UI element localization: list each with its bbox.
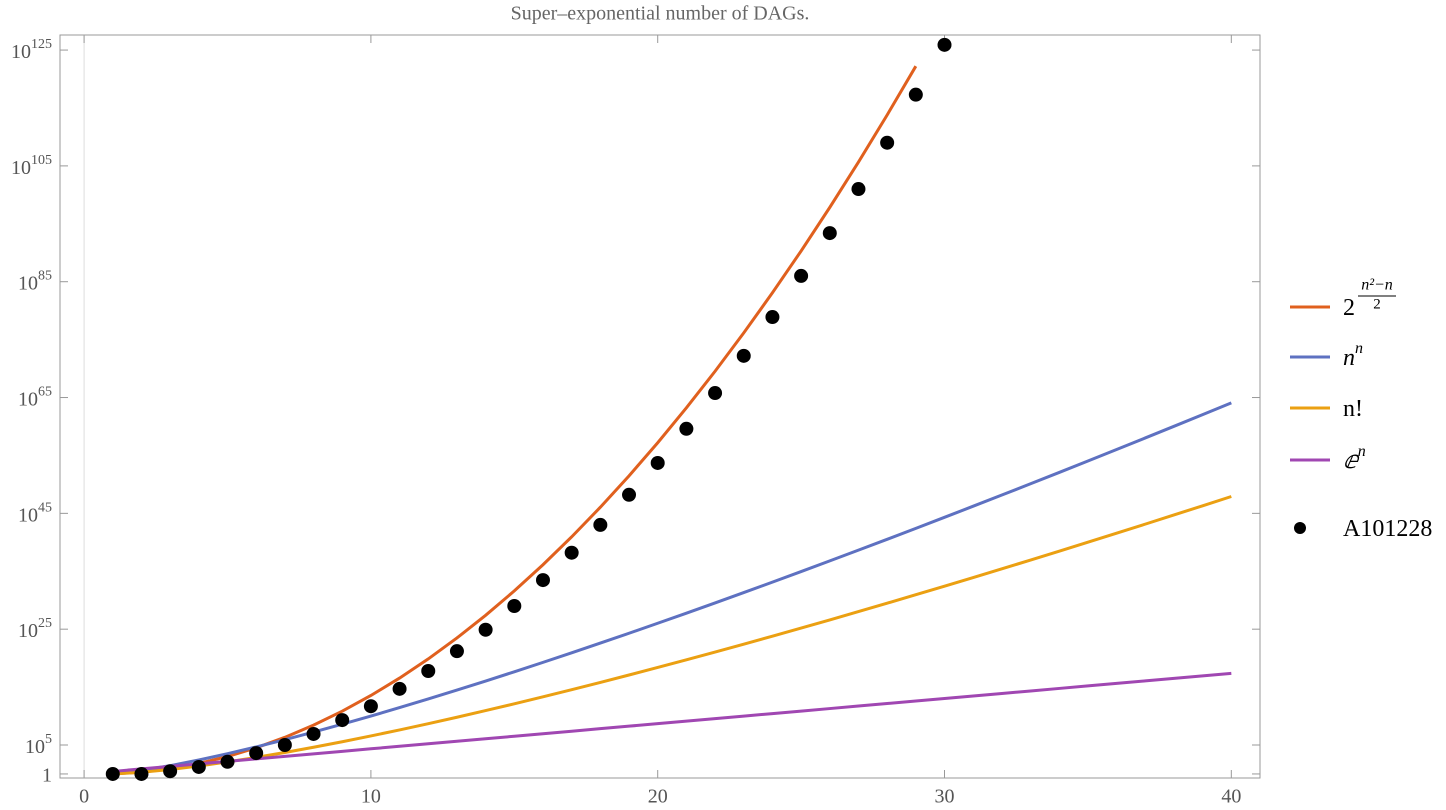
y-tick-exponent: 85 <box>38 269 52 284</box>
data-point <box>421 663 436 678</box>
legend-exponent-numerator: n²−n <box>1361 277 1393 294</box>
data-point <box>249 746 264 761</box>
data-point <box>851 182 866 197</box>
data-point <box>765 310 780 325</box>
data-point <box>507 599 522 614</box>
y-tick-label: 1025 <box>18 616 52 641</box>
data-point <box>478 622 493 637</box>
data-point <box>937 37 952 52</box>
legend-name: A101228 <box>1343 516 1432 542</box>
legend-marker <box>1294 522 1306 534</box>
y-tick-base: 10 <box>18 272 38 294</box>
series-line <box>112 671 1232 773</box>
y-tick-label: 1085 <box>18 269 52 294</box>
y-tick-base: 10 <box>25 736 45 758</box>
series-line <box>112 65 918 776</box>
legend-label: nn <box>1343 340 1363 371</box>
legend-entry: 2 n²−n 2 <box>1290 277 1396 321</box>
data-point <box>105 766 120 781</box>
y-tick-base: 10 <box>18 620 38 642</box>
y-tick-label: 1 <box>42 765 52 787</box>
legend-entry: ⅇn <box>1290 443 1366 474</box>
y-tick-exponent: 65 <box>38 385 52 400</box>
legend-entry: n! <box>1290 396 1363 422</box>
x-tick-label: 0 <box>79 786 89 808</box>
data-point <box>535 573 550 588</box>
y-tick-base: 10 <box>18 504 38 526</box>
data-point <box>163 764 178 779</box>
legend-exponent: n <box>1355 340 1363 357</box>
plot-frame <box>59 34 1261 779</box>
series-line <box>112 495 1232 776</box>
y-tick-base: 10 <box>11 41 31 63</box>
data-point <box>593 517 608 532</box>
legend-label: A101228 <box>1343 516 1432 542</box>
legend-entry: nn <box>1290 340 1363 371</box>
legend-label: 2 <box>1343 295 1355 321</box>
data-point <box>880 135 895 150</box>
x-tick-label: 40 <box>1221 786 1241 808</box>
legend-name: ⅇ <box>1343 448 1360 474</box>
data-point <box>306 726 321 741</box>
y-tick-label: 105 <box>25 732 52 757</box>
data-point <box>822 226 837 241</box>
data-point <box>622 487 637 502</box>
data-point <box>220 754 235 769</box>
y-tick-label: 10125 <box>11 37 52 62</box>
legend-name: 2 <box>1343 295 1355 321</box>
data-point <box>794 268 809 283</box>
data-point <box>679 421 694 436</box>
x-tick-label: 10 <box>361 786 381 808</box>
legend-label: ⅇn <box>1343 443 1366 474</box>
data-point <box>363 699 378 714</box>
y-tick-base: 10 <box>18 388 38 410</box>
y-tick-exponent: 125 <box>31 37 52 52</box>
y-tick-exponent: 5 <box>45 732 52 747</box>
legend-exponent: n <box>1358 443 1366 460</box>
data-point <box>736 348 751 363</box>
chart-title: Super–exponential number of DAGs. <box>511 3 810 25</box>
data-point <box>191 759 206 774</box>
series-line <box>112 401 1232 776</box>
legend-name: n! <box>1343 396 1363 422</box>
data-point <box>335 713 350 728</box>
y-tick-exponent: 25 <box>38 616 52 631</box>
x-tick-label: 30 <box>935 786 955 808</box>
y-tick-exponent: 105 <box>31 153 52 168</box>
data-point <box>650 455 665 470</box>
legend-label: n! <box>1343 396 1363 422</box>
y-tick-label: 1045 <box>18 501 52 526</box>
y-tick-exponent: 45 <box>38 501 52 516</box>
legend-exponent-denominator: 2 <box>1373 296 1381 312</box>
legend-entry: A101228 <box>1294 516 1432 542</box>
y-tick-base: 10 <box>11 156 31 178</box>
y-tick-label: 10105 <box>11 153 52 178</box>
data-point <box>908 87 923 102</box>
data-point <box>564 545 579 560</box>
data-point <box>708 386 723 401</box>
data-point <box>134 766 149 781</box>
data-point <box>392 681 407 696</box>
data-point <box>277 737 292 752</box>
y-tick-label: 1065 <box>18 385 52 410</box>
x-tick-label: 20 <box>648 786 668 808</box>
data-point <box>449 644 464 659</box>
legend-name: n <box>1343 345 1355 371</box>
